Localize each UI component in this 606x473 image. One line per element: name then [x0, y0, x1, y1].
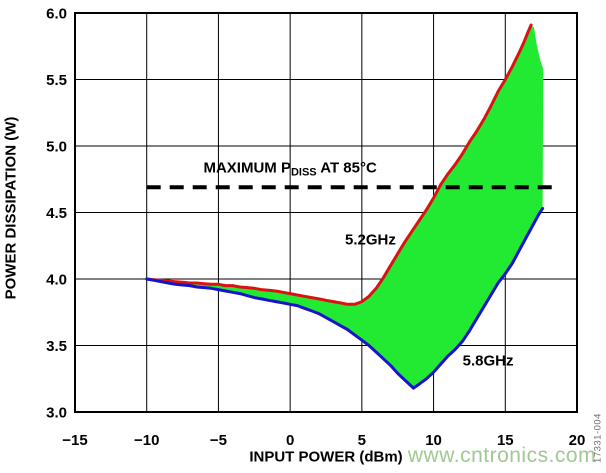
series-line-5-2ghz: [145, 23, 533, 306]
x-tick-label: 10: [425, 432, 442, 449]
plot-border: [74, 12, 578, 413]
x-tick-label: −10: [134, 432, 159, 449]
max-pdiss-text-rest: AT 85°C: [316, 159, 377, 177]
max-pdiss-text-main: MAXIMUM P: [203, 159, 291, 177]
y-tick-label: 3.0: [46, 405, 67, 422]
y-tick-label: 6.0: [46, 6, 67, 23]
x-tick-label: −15: [62, 432, 87, 449]
watermark-text: www.cntronics.com: [407, 444, 597, 467]
y-tick-label: 3.5: [46, 338, 67, 355]
series-label-5-2ghz: 5.2GHz: [345, 231, 396, 249]
series-label-5-8ghz: 5.8GHz: [462, 352, 514, 370]
x-tick-label: 0: [286, 432, 294, 449]
y-tick-label: 4.0: [46, 272, 67, 289]
x-axis-title: INPUT POWER (dBm): [249, 448, 403, 466]
x-tick-label: 15: [497, 432, 514, 449]
y-axis-title: POWER DISSIPATION (W): [2, 116, 20, 299]
x-tick-label: 5: [358, 432, 366, 449]
max-pdiss-text-subscript: DISS: [290, 166, 317, 179]
y-tick-label: 5.0: [46, 139, 67, 156]
y-tick-label: 4.5: [46, 205, 67, 222]
x-tick-label: 20: [569, 432, 586, 449]
y-tick-label: 5.5: [46, 72, 67, 89]
series-line-5-8ghz: [145, 207, 545, 390]
fill-between-region: [146, 25, 544, 389]
figure-code-text: 17331-004: [592, 413, 604, 463]
max-pdiss-annotation: MAXIMUM PDISS AT 85°C: [203, 159, 376, 178]
x-tick-label: −5: [210, 432, 227, 449]
